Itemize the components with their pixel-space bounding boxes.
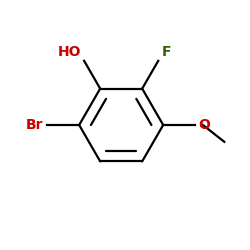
Text: O: O — [198, 118, 210, 132]
Text: F: F — [161, 44, 171, 59]
Text: Br: Br — [26, 118, 43, 132]
Text: HO: HO — [58, 44, 81, 59]
